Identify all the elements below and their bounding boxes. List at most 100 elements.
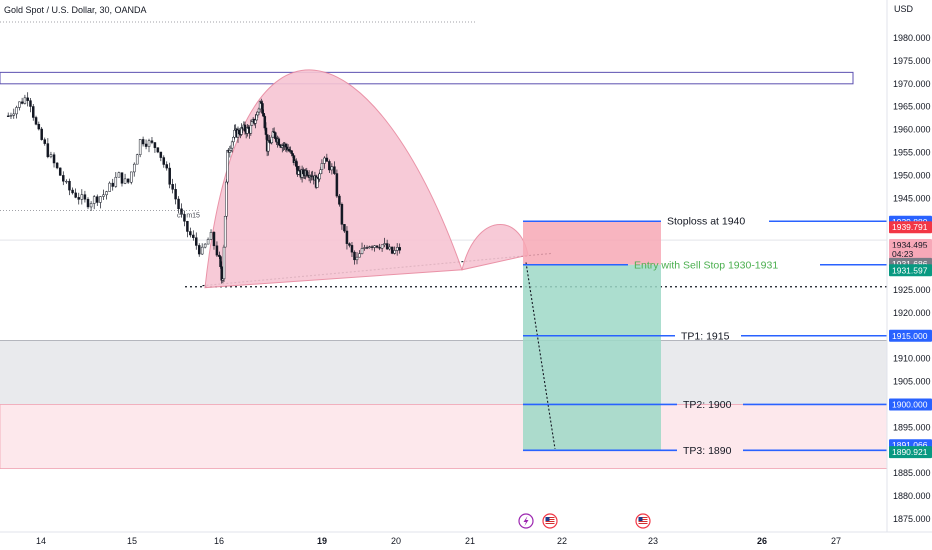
candle-body [229, 147, 233, 151]
candle-body [360, 248, 364, 254]
us-flag-icon[interactable] [542, 513, 558, 529]
candle-body [130, 171, 133, 183]
price-tag-text: 1915.000 [892, 331, 928, 341]
flag-icon-stripe [545, 519, 555, 520]
candle-body [395, 247, 399, 251]
candle-body [225, 181, 228, 217]
candle [225, 179, 228, 220]
candle [195, 232, 198, 250]
y-tick-label: 1960.000 [893, 125, 931, 135]
candle-body [256, 111, 260, 116]
price-tag: 1890.921 [889, 446, 932, 459]
candle-body [32, 106, 35, 118]
candle [206, 237, 210, 245]
candle [40, 127, 43, 141]
candle [102, 189, 105, 201]
candle [363, 244, 366, 251]
candle [89, 201, 93, 212]
y-tick-label: 1945.000 [893, 193, 931, 203]
candle-body [83, 194, 87, 200]
candle-body [277, 138, 281, 146]
pink-zone [0, 404, 888, 470]
candle-body [144, 143, 148, 147]
candle-body [222, 246, 226, 280]
x-tick-label: 26 [757, 536, 767, 546]
candle-body [228, 150, 232, 153]
candle-body [345, 230, 349, 244]
price-tag: 1931.597 [889, 264, 932, 277]
candle-body [71, 189, 74, 194]
candle-body [378, 247, 381, 249]
candle [117, 171, 121, 178]
candle [126, 178, 130, 184]
lightning-icon[interactable] [518, 513, 534, 529]
candle-body [138, 139, 142, 155]
candle-body [370, 246, 374, 248]
y-tick-label: 1895.000 [893, 422, 931, 432]
price-tag: 1939.791 [889, 221, 932, 234]
candle [46, 138, 50, 159]
candle-body [58, 167, 62, 176]
candle-body [165, 164, 168, 169]
candle [383, 237, 386, 248]
candle-body [233, 130, 236, 138]
candle-body [89, 203, 93, 208]
candle-body [105, 191, 108, 196]
price-tag-bg [889, 247, 932, 260]
candle-body [328, 161, 331, 171]
us-flag-icon[interactable] [635, 513, 651, 529]
lightning-icon-bolt [523, 516, 529, 526]
candle [203, 243, 207, 249]
candle-body [108, 182, 111, 192]
candle-body [284, 143, 288, 148]
candle-body [220, 266, 223, 281]
candle [80, 189, 84, 205]
candle-body [338, 195, 341, 205]
candle-body [92, 196, 96, 204]
flag-icon-stripe [638, 523, 648, 524]
candle-body [23, 97, 27, 104]
candle-body [102, 194, 105, 197]
currency-label: USD [894, 4, 914, 14]
candle [353, 250, 356, 265]
candle [183, 210, 186, 227]
price-tag-text: 04:23 [892, 249, 914, 259]
candle-body [55, 162, 59, 169]
candle [32, 104, 35, 121]
candle [111, 178, 114, 191]
candle-body [111, 182, 114, 187]
price-tag-text: 1900.000 [892, 399, 928, 409]
candle-body [197, 245, 201, 255]
candle-body [385, 243, 389, 250]
patterns-layer [204, 69, 529, 289]
small-timeframe-label: ch m15 [177, 213, 200, 220]
flag-icon-stripe [545, 521, 555, 522]
candle [58, 167, 62, 176]
flag-icon-stripe [545, 523, 555, 524]
candle [168, 162, 171, 189]
candle [15, 105, 18, 119]
candle-body [390, 246, 394, 254]
y-tick-label: 1920.000 [893, 308, 931, 318]
candle-body [77, 197, 80, 200]
candle-body [147, 140, 151, 147]
candle [23, 94, 27, 105]
candle [153, 142, 157, 153]
candle-body [99, 196, 102, 203]
candles-layer [6, 92, 401, 284]
x-tick-label: 14 [36, 536, 46, 546]
candle-body [65, 180, 68, 183]
candle-body [254, 119, 257, 124]
chart-title: Gold Spot / U.S. Dollar, 30, OANDA [4, 5, 147, 15]
candle-body [177, 198, 180, 210]
candle [360, 242, 364, 255]
price-tag-bg [889, 264, 932, 277]
price-tag-bg [889, 221, 932, 234]
candle [365, 245, 369, 250]
candle [135, 153, 139, 165]
candle [177, 196, 180, 213]
candle-body [174, 189, 177, 200]
price-tag-bg [889, 398, 932, 411]
candle-body [373, 245, 376, 248]
